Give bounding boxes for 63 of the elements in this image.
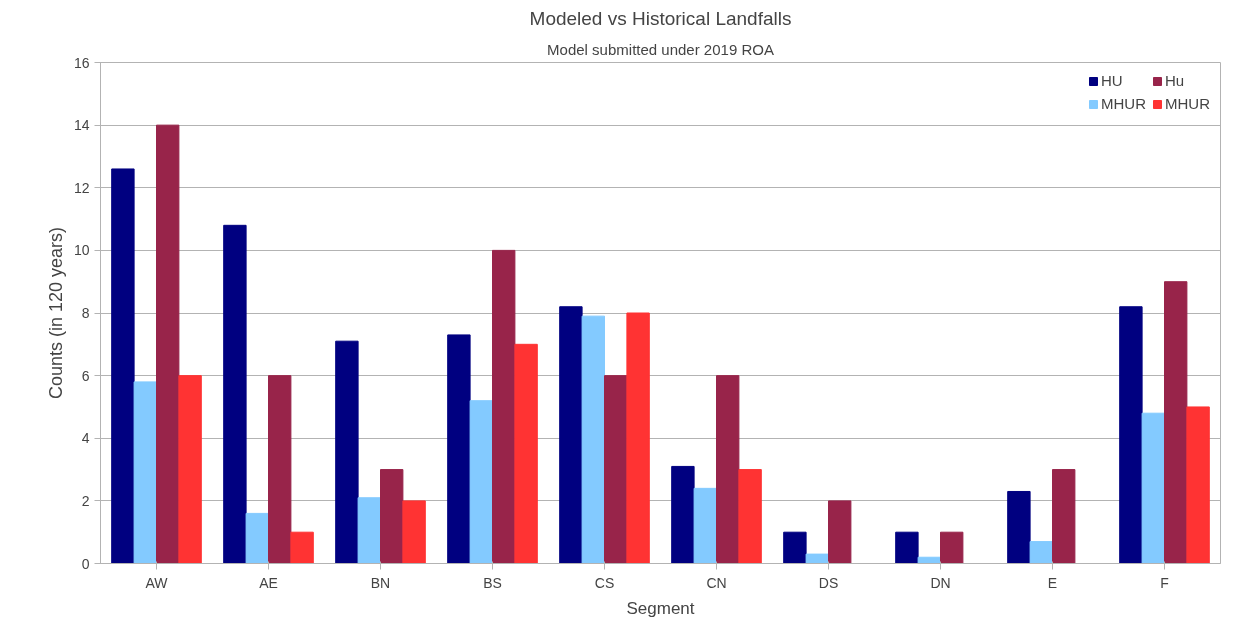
bar (581, 315, 605, 564)
x-tick-label: E (1047, 574, 1058, 591)
bar (783, 531, 807, 564)
bar (693, 487, 717, 564)
bar (1029, 541, 1053, 564)
y-tick-label: 14 (73, 117, 90, 134)
bar (402, 500, 426, 564)
bar (469, 400, 493, 564)
y-tick-label: 16 (73, 54, 90, 71)
bar (805, 553, 829, 564)
bar (380, 469, 404, 564)
legend-label: MHUR (1101, 95, 1146, 112)
bar (245, 512, 269, 564)
legend-label: MHUR (1165, 95, 1210, 112)
y-tick-label: 8 (81, 305, 90, 321)
x-tick-label: F (1160, 574, 1169, 591)
bar (671, 465, 695, 564)
y-tick-label: 12 (73, 179, 90, 196)
x-tick-label: CN (706, 574, 727, 591)
bar (1164, 281, 1188, 564)
legend-label: HU (1101, 72, 1123, 89)
x-axis-title: Segment (626, 598, 695, 618)
bar (738, 469, 762, 564)
y-tick-label: 6 (81, 367, 90, 384)
bar (1186, 406, 1210, 564)
legend-label: Hu (1165, 72, 1185, 89)
bar (895, 531, 919, 564)
bar (133, 381, 157, 564)
bar (290, 531, 314, 564)
bar (1141, 412, 1165, 564)
x-tick-label: BS (483, 574, 502, 591)
bar (268, 375, 292, 564)
bar (1052, 469, 1076, 564)
chart-subtitle: Model submitted under 2019 ROA (547, 40, 774, 58)
chart-title: Modeled vs Historical Landfalls (529, 7, 792, 29)
bar (335, 340, 359, 564)
y-tick-label: 0 (81, 555, 90, 572)
bar (111, 168, 135, 564)
x-tick-label: CS (594, 574, 615, 591)
bar (940, 531, 964, 564)
y-axis-title: Counts (in 120 years) (45, 226, 66, 400)
bar (604, 375, 628, 564)
bar (828, 500, 852, 564)
bar (716, 375, 740, 564)
x-tick-label: AW (145, 574, 169, 591)
bar (514, 343, 538, 564)
x-tick-label: AE (259, 574, 278, 591)
y-tick-label: 10 (73, 242, 90, 259)
bar (559, 306, 583, 564)
bar (1119, 306, 1143, 564)
bar (223, 224, 247, 564)
y-tick-label: 2 (81, 492, 90, 509)
bar (156, 124, 180, 564)
x-tick-label: BN (370, 574, 391, 591)
bar (1007, 490, 1031, 564)
bar (492, 249, 516, 564)
bar (357, 497, 381, 564)
x-tick-label: DN (930, 574, 951, 591)
bar (447, 334, 471, 564)
x-tick-label: DS (818, 574, 839, 591)
y-tick-label: 4 (81, 430, 90, 447)
bar (626, 312, 650, 564)
bar (178, 375, 202, 564)
